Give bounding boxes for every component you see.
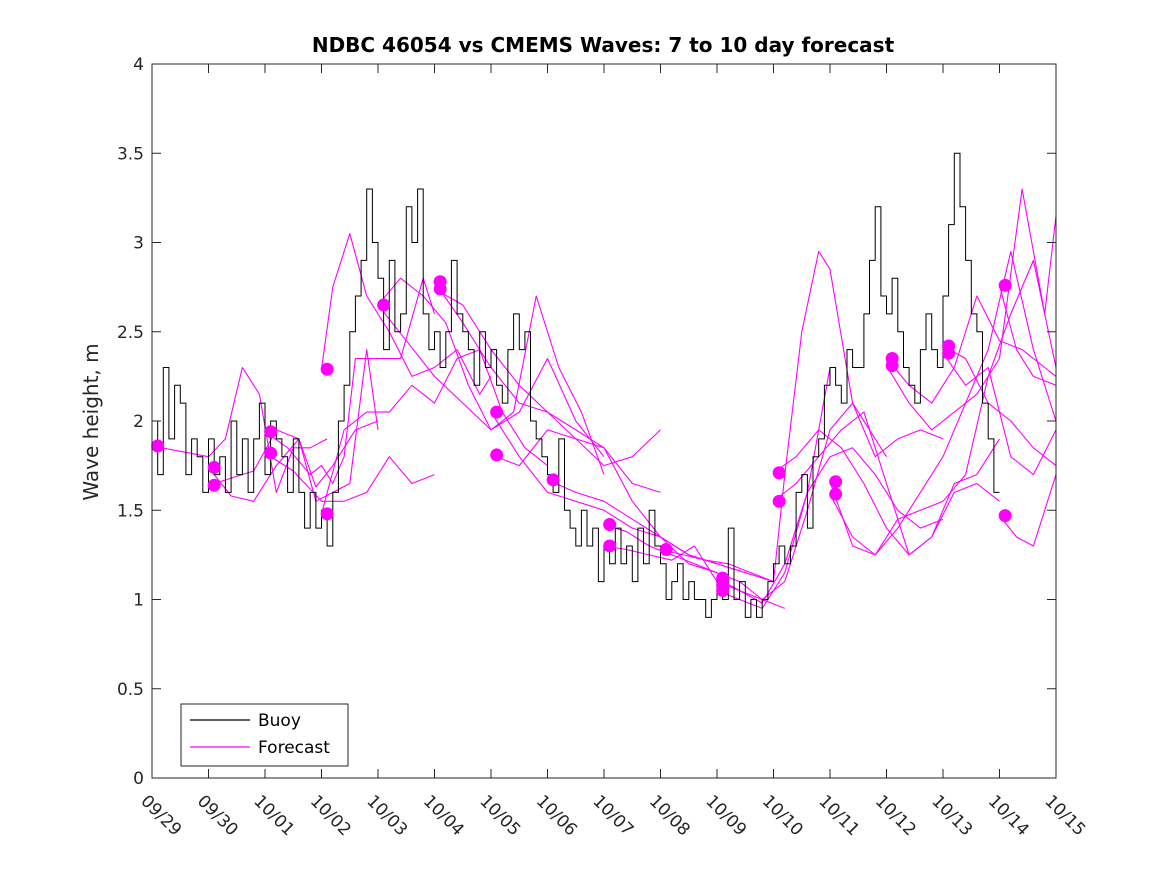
legend-buoy-label: Buoy xyxy=(258,711,301,731)
forecast-start-marker xyxy=(321,507,334,520)
forecast-start-marker xyxy=(151,439,164,452)
forecast-start-marker xyxy=(660,543,673,556)
y-tick-label: 1.5 xyxy=(117,501,144,521)
y-tick-label: 2 xyxy=(133,412,144,432)
forecast-start-marker xyxy=(547,473,560,486)
forecast-start-marker xyxy=(603,539,616,552)
forecast-start-marker xyxy=(829,488,842,501)
forecast-start-marker xyxy=(942,347,955,360)
forecast-start-marker xyxy=(829,475,842,488)
y-tick-label: 0.5 xyxy=(117,680,144,700)
forecast-start-marker xyxy=(321,363,334,376)
forecast-start-marker xyxy=(716,579,729,592)
forecast-start-marker xyxy=(264,447,277,460)
legend: Buoy Forecast xyxy=(181,704,348,766)
forecast-start-marker xyxy=(773,466,786,479)
y-tick-label: 3.5 xyxy=(117,144,144,164)
forecast-start-marker xyxy=(886,359,899,372)
chart-title: NDBC 46054 vs CMEMS Waves: 7 to 10 day f… xyxy=(312,33,895,57)
forecast-start-marker xyxy=(603,518,616,531)
forecast-start-marker xyxy=(434,282,447,295)
y-axis-label: Wave height, m xyxy=(79,343,103,500)
wave-height-chart: NDBC 46054 vs CMEMS Waves: 7 to 10 day f… xyxy=(0,0,1167,875)
y-tick-label: 0 xyxy=(133,769,144,789)
y-tick-label: 4 xyxy=(133,55,144,75)
forecast-start-marker xyxy=(208,461,221,474)
forecast-start-marker xyxy=(773,495,786,508)
legend-forecast-label: Forecast xyxy=(258,738,330,758)
forecast-start-marker xyxy=(264,425,277,438)
forecast-start-marker xyxy=(208,479,221,492)
forecast-start-marker xyxy=(999,509,1012,522)
forecast-start-marker xyxy=(999,279,1012,292)
axes-background xyxy=(152,64,1056,778)
forecast-start-marker xyxy=(377,298,390,311)
y-tick-label: 2.5 xyxy=(117,323,144,343)
forecast-start-marker xyxy=(490,448,503,461)
forecast-start-marker xyxy=(490,406,503,419)
y-tick-label: 3 xyxy=(133,234,144,254)
y-tick-label: 1 xyxy=(133,591,144,611)
